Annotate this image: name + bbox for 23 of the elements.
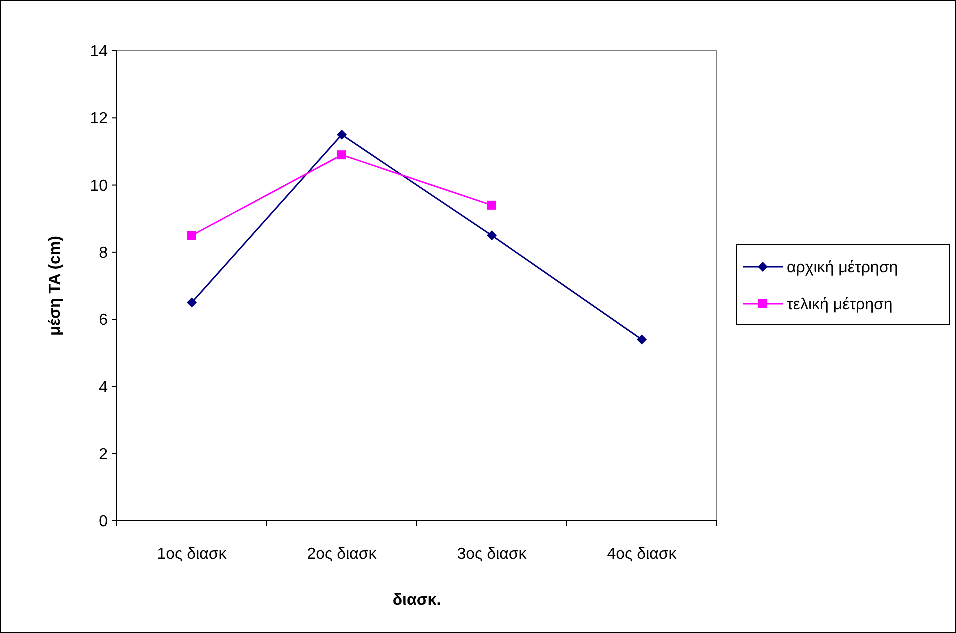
y-tick-label: 4 <box>99 379 108 396</box>
point <box>188 231 196 240</box>
point <box>488 200 496 210</box>
x-tick-label: 2ος διασκ <box>307 546 378 563</box>
legend-label: τελική μέτρηση <box>787 296 893 314</box>
x-tick-label: 4ος διασκ <box>607 546 678 563</box>
y-tick-label: 12 <box>90 110 108 128</box>
x-tick-label: 3ος διασκ <box>457 546 528 563</box>
point <box>187 298 197 308</box>
y-tick-label: 6 <box>99 312 108 330</box>
y-tick-label: 0 <box>99 514 108 531</box>
point <box>637 334 647 345</box>
y-tick-label: 10 <box>90 178 108 195</box>
x-tick-label: 1ος διασκ <box>157 546 228 563</box>
y-tick-label: 14 <box>90 44 108 61</box>
x-axis-title: διασκ. <box>392 592 442 609</box>
y-tick-label: 2 <box>99 446 108 464</box>
y-axis-title: μέση TA (cm) <box>47 236 64 336</box>
legend-label: αρχική μέτρηση <box>787 260 898 277</box>
point <box>487 230 497 241</box>
y-tick-label: 8 <box>99 245 108 262</box>
point <box>337 130 347 140</box>
point <box>338 150 346 160</box>
